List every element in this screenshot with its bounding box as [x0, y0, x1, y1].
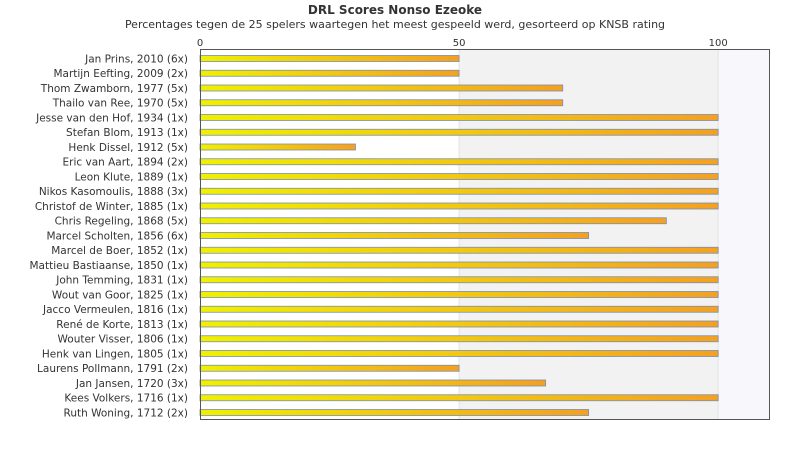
- bar: [199, 114, 719, 121]
- category-label: Marcel Scholten, 1856 (6x): [46, 230, 188, 242]
- category-labels: Jan Prins, 2010 (6x) Martijn Eefting, 200…: [29, 53, 188, 419]
- category-label: Henk Dissel, 1912 (5x): [68, 142, 188, 154]
- bar: [199, 143, 356, 151]
- bar: [199, 276, 719, 284]
- category-label: Jacco Vermeulen, 1816 (1x): [42, 304, 188, 316]
- chart-title: DRL Scores Nonso Ezeoke: [307, 3, 483, 17]
- category-label: Marcel de Boer, 1852 (1x): [51, 245, 188, 257]
- category-label: Mattieu Bastiaanse, 1850 (1x): [29, 260, 188, 272]
- plot-border: [200, 49, 770, 420]
- bar: [199, 364, 460, 372]
- bar: [199, 217, 667, 225]
- category-label: Kees Volkers, 1716 (1x): [64, 393, 188, 405]
- bar: [199, 84, 564, 92]
- category-label: Stefan Blom, 1913 (1x): [66, 127, 188, 139]
- category-label: Thailo van Ree, 1970 (5x): [52, 98, 188, 110]
- category-label: John Temming, 1831 (1x): [55, 275, 188, 287]
- category-label: Nikos Kasomoulis, 1888 (3x): [39, 186, 188, 198]
- bar: [199, 379, 547, 387]
- bar: [199, 187, 719, 195]
- plot-frame: [200, 49, 770, 420]
- category-label: Leon Klute, 1889 (1x): [75, 171, 188, 183]
- chart-subtitle: Percentages tegen de 25 spelers waartege…: [124, 18, 666, 31]
- category-label: Christof de Winter, 1885 (1x): [35, 201, 188, 213]
- bar: [199, 128, 719, 136]
- bar: [199, 202, 719, 210]
- x-tick-label: 0: [197, 38, 203, 49]
- bar: [199, 55, 460, 62]
- category-label: Chris Regeling, 1868 (5x): [55, 216, 188, 228]
- category-label: Thom Zwamborn, 1977 (5x): [40, 83, 188, 95]
- category-label: Ruth Woning, 1712 (2x): [64, 407, 189, 419]
- category-label: Henk van Lingen, 1805 (1x): [42, 348, 188, 360]
- bar: [199, 69, 460, 77]
- background-band-1: [718, 49, 770, 420]
- category-label: Jan Prins, 2010 (6x): [84, 53, 188, 65]
- bar: [199, 320, 719, 328]
- category-label: Jesse van den Hof, 1934 (1x): [35, 112, 188, 124]
- bar: [199, 246, 719, 254]
- category-label: Eric van Aart, 1894 (2x): [63, 157, 189, 169]
- category-label: Wout van Goor, 1825 (1x): [52, 289, 188, 301]
- bars: [199, 55, 719, 416]
- bar: [199, 335, 719, 343]
- category-label: René de Korte, 1813 (1x): [56, 319, 188, 331]
- bar: [199, 173, 719, 180]
- bar: [199, 261, 719, 269]
- x-tick-labels: 0 50 100: [197, 38, 728, 49]
- category-label: Martijn Eefting, 2009 (2x): [53, 68, 188, 80]
- x-tick-label: 100: [709, 38, 728, 49]
- bar: [199, 99, 564, 107]
- bar: [199, 394, 719, 402]
- bar: [199, 305, 719, 313]
- category-label: Jan Jansen, 1720 (3x): [75, 378, 188, 390]
- bar: [199, 350, 719, 357]
- bar: [199, 291, 719, 298]
- bar: [199, 232, 590, 239]
- bar: [199, 409, 590, 416]
- x-tick-label: 50: [453, 38, 466, 49]
- bar: [199, 158, 719, 166]
- category-label: Laurens Pollmann, 1791 (2x): [37, 363, 188, 375]
- category-label: Wouter Visser, 1806 (1x): [58, 334, 189, 346]
